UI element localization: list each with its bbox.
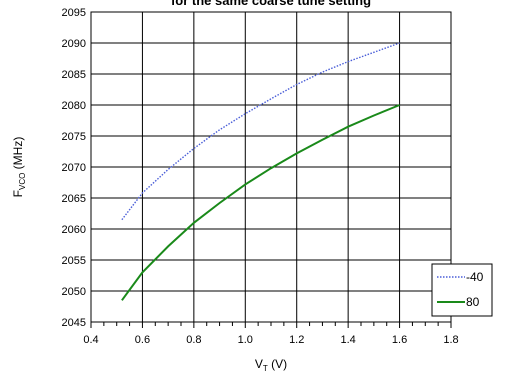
grid [90,12,452,328]
y-tick-labels: 2045 2050 2055 2060 2065 2070 2075 2080 2085 2090… [62,7,86,329]
series-line-1 [121,104,400,301]
x-tick-label: 1.8 [443,334,458,346]
y-tick-label: 2060 [62,224,86,236]
y-tick-label: 2080 [62,100,86,112]
x-tick-label: 1.2 [289,334,304,346]
y-axis-title-sub: VCO [18,173,27,190]
y-tick-label: 2050 [62,286,86,298]
y-tick-label: 2055 [62,255,86,267]
x-tick-label: 0.8 [186,334,201,346]
y-axis-title-unit: (MHz) [11,137,25,173]
x-axis-title-unit: (V) [268,357,287,371]
legend-box [431,263,493,317]
y-tick-label: 2090 [62,38,86,50]
y-tick-label: 2070 [62,162,86,174]
x-tick-label: 0.4 [83,334,98,346]
series-line-0 [121,42,400,221]
x-tick-label: 0.6 [135,334,150,346]
y-tick-label: 2045 [62,317,86,329]
x-axis-title-sub: T [263,364,268,373]
x-axis-title: VT (V) [255,357,287,373]
x-tick-labels: 0.4 0.6 0.8 1.0 1.2 1.4 1.6 1.8 [83,334,458,346]
y-axis-title-main: F [11,190,25,197]
series-lines [121,42,400,301]
y-tick-label: 2075 [62,131,86,143]
y-tick-label: 2095 [62,7,86,19]
x-tick-label: 1.6 [392,334,407,346]
legend: -40 80 [431,263,493,317]
plot-frame [90,11,452,323]
chart-title: for the same coarse tune setting [171,0,371,8]
x-tick-label: 1.4 [340,334,355,346]
y-tick-label: 2085 [62,69,86,81]
legend-label-0: -40 [466,270,484,284]
x-tick-label: 1.0 [238,334,253,346]
y-axis-title: FVCO (MHz) [11,137,27,198]
legend-label-1: 80 [466,295,480,309]
y-tick-label: 2065 [62,193,86,205]
x-axis-title-main: V [255,357,263,371]
